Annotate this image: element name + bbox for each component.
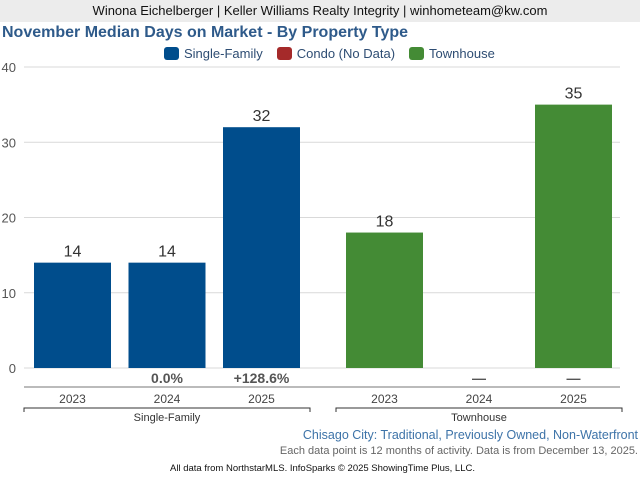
bar-value-label: 14 (158, 244, 176, 261)
chart-legend: Single-Family Condo (No Data) Townhouse (164, 46, 495, 61)
x-tick-label: 2024 (154, 392, 181, 406)
bar-value-label: 18 (376, 214, 394, 231)
legend-swatch-townhouse (409, 47, 425, 60)
change-label: +128.6% (234, 370, 290, 386)
group-bracket (335, 407, 623, 412)
bar-single-family-2023 (34, 262, 111, 368)
change-label: 0.0% (151, 370, 183, 386)
bar-single-family-2025 (223, 127, 300, 368)
agent-info-bar: Winona Eichelberger | Keller Williams Re… (0, 0, 640, 22)
y-tick-label: 30 (2, 135, 16, 150)
bar-townhouse-2023 (346, 232, 423, 368)
group-bracket (23, 407, 311, 412)
bar-value-label: 35 (565, 86, 583, 103)
legend-item-single-family[interactable]: Single-Family (164, 46, 263, 61)
x-tick-label: 2023 (59, 392, 86, 406)
footer-credit: All data from NorthstarMLS. InfoSparks ©… (170, 463, 475, 474)
change-label: — (472, 370, 486, 386)
x-tick-label: 2023 (371, 392, 398, 406)
legend-swatch-single-family (164, 47, 179, 60)
data-note: Each data point is 12 months of activity… (279, 445, 638, 457)
chart-subtitle: Chisago City: Traditional, Previously Ow… (302, 428, 638, 442)
bar-value-label: 32 (253, 108, 271, 125)
chart-title: November Median Days on Market - By Prop… (2, 24, 409, 41)
y-tick-label: 20 (2, 211, 16, 226)
group-label: Townhouse (451, 412, 507, 424)
legend-label: Single-Family (184, 46, 263, 61)
legend-label: Condo (No Data) (296, 46, 396, 61)
legend-item-townhouse[interactable]: Townhouse (409, 46, 495, 61)
group-label: Single-Family (134, 412, 201, 424)
bar-townhouse-2025 (535, 104, 612, 368)
y-tick-label: 40 (2, 60, 16, 75)
x-tick-label: 2025 (560, 392, 587, 406)
y-tick-label: 10 (2, 286, 16, 301)
legend-swatch-condo (276, 47, 292, 60)
change-label: — (567, 370, 581, 386)
x-tick-label: 2024 (466, 392, 493, 406)
legend-item-condo[interactable]: Condo (No Data) (276, 46, 396, 61)
y-tick-label: 0 (9, 361, 16, 376)
x-tick-label: 2025 (248, 392, 275, 406)
bar-value-label: 14 (64, 244, 82, 261)
legend-label: Townhouse (429, 46, 495, 61)
bar-single-family-2024 (128, 262, 206, 368)
